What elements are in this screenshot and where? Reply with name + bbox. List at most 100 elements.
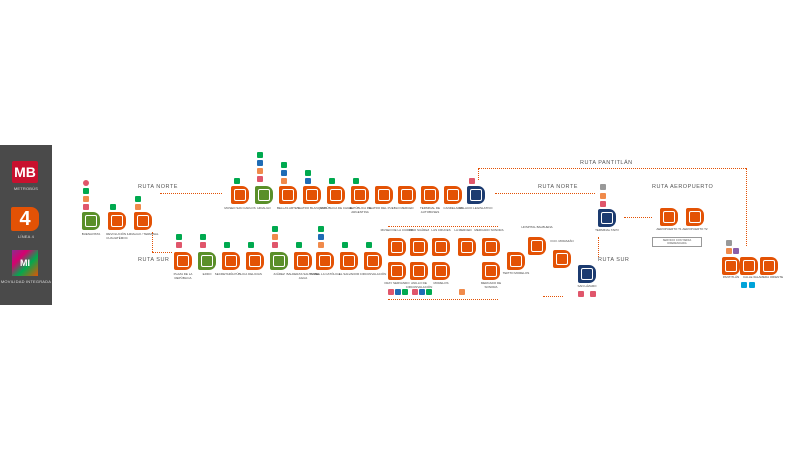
station-east-3[interactable]	[578, 265, 596, 283]
ecobici-icon	[176, 234, 182, 240]
station-name: AEROPUERTO T2	[682, 227, 708, 231]
station-east-0[interactable]	[507, 252, 525, 270]
bus-terminal-icon	[726, 240, 732, 246]
route-line-center-bottom	[388, 299, 498, 300]
station-center-bottom-3[interactable]	[482, 262, 500, 280]
station-center-bottom-0[interactable]	[388, 262, 406, 280]
station-sur-8[interactable]	[364, 252, 382, 270]
station-center-top-5[interactable]	[528, 237, 546, 255]
transfer-icon	[600, 193, 606, 199]
station-norte-6[interactable]	[375, 186, 393, 204]
station-name: FRAY SERVANDO	[384, 281, 410, 285]
station-center-top-4[interactable]	[482, 238, 500, 256]
station-pantitlan[interactable]	[722, 257, 740, 275]
station-norte-5[interactable]	[351, 186, 369, 204]
cablebus-icon	[741, 282, 747, 288]
station-calle-6[interactable]	[740, 257, 758, 275]
station-name: EJIDO	[202, 272, 212, 276]
station-airport-t1[interactable]	[660, 208, 678, 226]
station-norte-9[interactable]	[444, 186, 462, 204]
station-name: ALAMEDA ORIENTE	[754, 275, 784, 279]
station-glyph-icon	[225, 255, 237, 267]
route-pantitlan-label: RUTA PANTITLÁN	[580, 160, 633, 166]
station-center-bottom-2[interactable]	[432, 262, 450, 280]
station-glyph-icon	[401, 189, 413, 201]
station-name: PALACIO LEGISLATIVO	[459, 206, 493, 210]
station-name: BUENAVISTA	[81, 232, 101, 236]
station-norte-0[interactable]	[231, 186, 249, 204]
station-glyph-icon	[413, 241, 425, 253]
route-line-east-bottom	[543, 296, 563, 297]
station-glyph-icon	[354, 189, 366, 201]
train-icon	[590, 291, 596, 297]
station-sur-4[interactable]	[270, 252, 288, 270]
station-name: LA MERCED	[454, 228, 472, 232]
station-sur-7[interactable]	[340, 252, 358, 270]
station-name: MERCED	[400, 206, 414, 210]
ecobici-icon	[272, 226, 278, 232]
bus-icon	[395, 289, 401, 295]
station-center-top-2[interactable]	[432, 238, 450, 256]
station-sur-5[interactable]	[294, 252, 312, 270]
plane-icon	[689, 211, 701, 223]
transfer-icon	[135, 204, 141, 210]
station-center-top-1[interactable]	[410, 238, 428, 256]
station-revolucion[interactable]	[108, 212, 126, 230]
station-glyph-icon	[763, 260, 775, 272]
cablebus-icon	[749, 282, 755, 288]
bus-icon	[281, 170, 287, 176]
station-norte-2[interactable]	[279, 186, 297, 204]
station-glyph-icon	[177, 255, 189, 267]
station-norte-8[interactable]	[421, 186, 439, 204]
station-sur-2[interactable]	[222, 252, 240, 270]
station-sur-6[interactable]	[316, 252, 334, 270]
station-sur-0[interactable]	[174, 252, 192, 270]
station-norte-10[interactable]	[467, 186, 485, 204]
station-east-2[interactable]	[598, 209, 616, 227]
route-sur-label: RUTA SUR	[138, 257, 170, 263]
station-norte-4[interactable]	[327, 186, 345, 204]
station-east-1[interactable]	[553, 250, 571, 268]
station-name: ISABEL LA CATÓLICA	[309, 272, 341, 276]
airport-fare-note: SERVICIO CON TARIFA DIFERENCIADA	[652, 237, 702, 247]
ecobici-icon	[329, 178, 335, 184]
station-glyph-icon	[447, 189, 459, 201]
transfer-icon	[726, 248, 732, 254]
station-center-top-0[interactable]	[388, 238, 406, 256]
station-name: BALDERAS SALTO DEL AGUA	[286, 272, 320, 280]
route-norte-label: RUTA NORTE	[138, 184, 178, 190]
transfer-icon	[83, 196, 89, 202]
station-glyph-icon	[531, 240, 543, 252]
station-name: EL SALVADOR	[338, 272, 360, 276]
ecobici-icon	[110, 204, 116, 210]
trolleybus-icon	[733, 248, 739, 254]
station-norte-7[interactable]	[398, 186, 416, 204]
station-buenavista[interactable]	[82, 212, 100, 230]
station-glyph-icon	[201, 255, 213, 267]
station-name: AEROPUERTO T1	[656, 227, 682, 231]
station-center-bottom-1[interactable]	[410, 262, 428, 280]
train-icon	[578, 291, 584, 297]
train-icon	[83, 204, 89, 210]
transfer-icon	[318, 242, 324, 248]
station-glyph-icon	[461, 241, 473, 253]
station-airport-t2[interactable]	[686, 208, 704, 226]
station-name: TEATRO DEL PUEBLO	[368, 206, 400, 210]
station-name: CALLE 6	[742, 275, 755, 279]
station-sur-1[interactable]	[198, 252, 216, 270]
ecobici-icon	[234, 178, 240, 184]
station-name: TERMINAL TAPO	[595, 228, 619, 232]
station-sur-3[interactable]	[246, 252, 264, 270]
station-norte-3[interactable]	[303, 186, 321, 204]
route-line-airport	[624, 217, 652, 218]
station-hidalgo-terminal[interactable]	[134, 212, 152, 230]
station-name: MUSEO DE LA CIUDAD	[380, 228, 414, 232]
route-norte-east-label: RUTA NORTE	[538, 184, 578, 190]
station-glyph-icon	[470, 189, 482, 201]
station-norte-1[interactable]	[255, 186, 273, 204]
ecobici-icon	[257, 152, 263, 158]
sidebar-legend: MB METROBÚS 4 LÍNEA 4 MI MOVILIDAD INTEG…	[0, 145, 52, 305]
ecobici-icon	[318, 226, 324, 232]
station-alameda-oriente[interactable]	[760, 257, 778, 275]
station-center-top-3[interactable]	[458, 238, 476, 256]
